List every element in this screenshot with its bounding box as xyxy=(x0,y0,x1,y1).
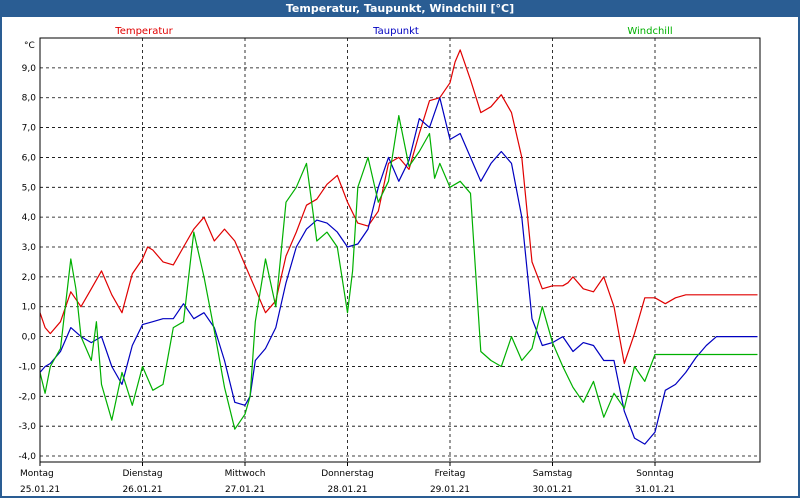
y-tick-label: 7,0 xyxy=(22,124,37,134)
x-tick-date: 25.01.21 xyxy=(20,485,60,495)
x-tick-day: Dienstag xyxy=(122,469,162,479)
window-title: Temperatur, Taupunkt, Windchill [°C] xyxy=(0,0,800,17)
series-line-windchill xyxy=(39,114,758,430)
grid xyxy=(39,38,760,466)
legend-entry-windchill: Windchill xyxy=(627,26,672,37)
y-tick-label: 5,0 xyxy=(22,183,37,193)
plot-area-border xyxy=(39,37,761,463)
y-axis-label: °C xyxy=(24,41,35,51)
x-tick-date: 26.01.21 xyxy=(122,485,162,495)
y-tick-label: -3,0 xyxy=(18,422,36,432)
x-tick-day: Donnerstag xyxy=(321,469,374,479)
x-tick-date: 29.01.21 xyxy=(430,485,470,495)
y-tick-label: 3,0 xyxy=(22,243,37,253)
y-tick-label: -4,0 xyxy=(18,452,36,462)
x-tick-date: 30.01.21 xyxy=(532,485,572,495)
y-tick-label: 1,0 xyxy=(22,303,37,313)
x-tick-day: Freitag xyxy=(435,469,466,479)
x-tick-date: 31.01.21 xyxy=(635,485,675,495)
window-frame xyxy=(0,17,800,498)
legend-entry-taupunkt: Taupunkt xyxy=(372,26,419,37)
legend-entry-temperatur: Temperatur xyxy=(114,26,173,37)
series-line-taupunkt xyxy=(39,97,758,445)
y-tick-label: 8,0 xyxy=(22,94,37,104)
y-tick-label: 6,0 xyxy=(22,153,37,163)
x-tick-day: Sonntag xyxy=(636,469,673,479)
y-tick-label: 0,0 xyxy=(22,333,37,343)
y-tick-label: -2,0 xyxy=(18,392,36,402)
y-tick-label: 9,0 xyxy=(22,64,37,74)
x-tick-day: Mittwoch xyxy=(225,469,266,479)
series-line-temperatur xyxy=(39,49,758,365)
y-tick-label: -1,0 xyxy=(18,362,36,372)
x-tick-date: 27.01.21 xyxy=(225,485,265,495)
x-tick-day: Samstag xyxy=(533,469,572,479)
legend: Temperatur Taupunkt Windchill xyxy=(114,26,672,37)
x-tick-labels: Montag 25.01.21 Dienstag 26.01.21 Mittwoch 27… xyxy=(20,469,675,495)
y-tick-label: 2,0 xyxy=(22,273,37,283)
series-lines xyxy=(39,49,758,445)
x-tick-day: Montag xyxy=(20,469,54,479)
x-tick-date: 28.01.21 xyxy=(327,485,367,495)
y-tick-labels: 9,0 8,0 7,0 6,0 5,0 4,0 3,0 2,0 1,0 0,0 -1,0 -2,0 -3… xyxy=(18,64,36,462)
y-tick-label: 4,0 xyxy=(22,213,37,223)
